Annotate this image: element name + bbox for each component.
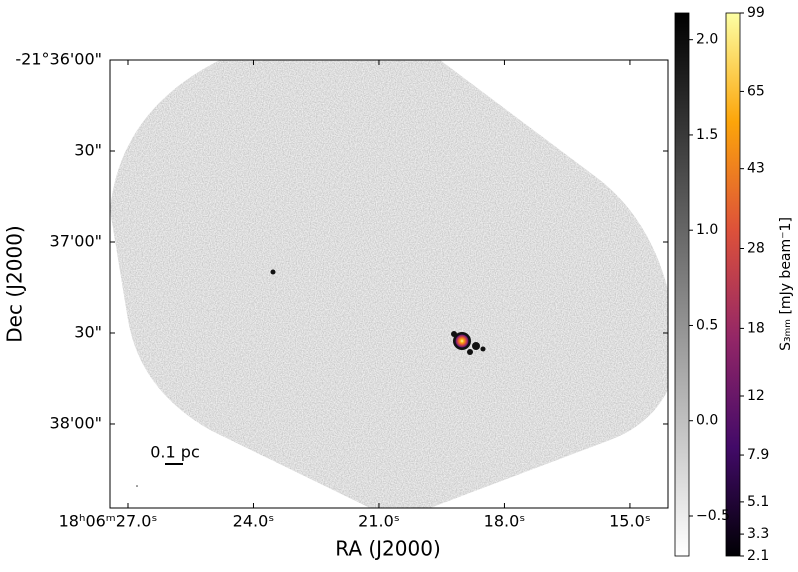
colorbar-tick-label: 2.0	[696, 32, 718, 48]
colorbar-tick-label: 99	[747, 5, 765, 21]
colorbar-label: S₃ₘₘ [mJy beam⁻1]	[778, 217, 794, 351]
x-tick-label: 18ʰ06ᵐ27.0ˢ	[59, 512, 158, 531]
x-axis-label: RA (J2000)	[335, 537, 441, 561]
x-tick-label: 21.0ˢ	[358, 512, 400, 531]
colorbar-tick-label: 0.5	[696, 317, 718, 333]
colorbar-tick-label: −0.5	[696, 508, 730, 524]
colorbar-tick-label: 1.5	[696, 127, 718, 143]
y-tick-label: 30"	[74, 140, 102, 159]
colorbar-tick-label: 1.0	[696, 222, 718, 238]
colorbar-tick-label: 65	[747, 83, 765, 99]
colorbar-tick-label: 0.0	[696, 413, 718, 429]
colorbar-tick-label: 7.9	[747, 447, 769, 463]
y-tick-label: -21°36'00"	[15, 50, 102, 69]
colorbar-tick-label: 18	[747, 320, 765, 336]
scale-bar-label: 0.1 pc	[150, 443, 199, 462]
x-tick-label: 18.0ˢ	[484, 512, 526, 531]
x-tick-label: 15.0ˢ	[609, 512, 651, 531]
colorbar-gray	[674, 12, 690, 557]
y-axis-label: Dec (J2000)	[3, 225, 27, 342]
colorbar-tick-label: 43	[747, 161, 765, 177]
image: 0.1 pc	[109, 59, 669, 509]
colorbar-tick-label: 3.3	[747, 526, 769, 542]
axes-frame	[109, 59, 669, 509]
colorbar-tick-label: 12	[747, 388, 765, 404]
speck	[136, 485, 138, 487]
colorbar-tick-label: 2.1	[747, 548, 769, 564]
y-tick-label: 37'00"	[50, 231, 102, 250]
y-tick-label: 30"	[74, 322, 102, 341]
colorbar-tick-label: 28	[747, 240, 765, 256]
x-tick-label: 24.0ˢ	[233, 512, 275, 531]
y-tick-label: 38'00"	[50, 413, 102, 432]
compact-source	[270, 269, 276, 275]
bright-source	[455, 334, 469, 348]
colorbar-tick-label: 5.1	[747, 494, 769, 510]
colorbar-inferno	[725, 12, 741, 557]
